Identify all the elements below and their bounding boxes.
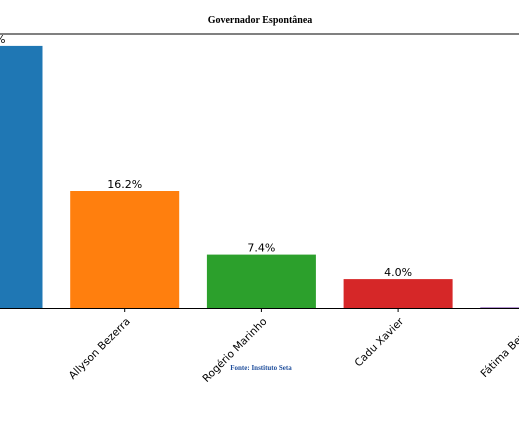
bar-value-label-0: 36.3% (0, 33, 5, 46)
bar-2 (206, 254, 316, 308)
bars-group (0, 45, 519, 309)
bar-0 (0, 45, 43, 309)
x-tick-label-3: Cadu Xavier (353, 315, 407, 369)
chart-title: Governador Espontânea (208, 15, 313, 26)
x-tick-label-1: Allyson Bezerra (67, 316, 133, 382)
bar-value-label-3: 4.0% (384, 266, 412, 279)
source-note: Fonte: Instituto Seta (230, 364, 292, 372)
bar-value-label-2: 7.4% (247, 242, 275, 255)
bar-4 (480, 307, 519, 308)
x-tick-label-4: Fátima Bezerra (479, 316, 519, 380)
bar-value-label-1: 16.2% (107, 178, 142, 191)
x-tick-labels: Allyson Bezerra Rogério Marinho Cadu Xavie… (67, 315, 519, 385)
bar-1 (70, 191, 180, 308)
bar-3 (343, 279, 453, 308)
bar-labels-group: 36.3% 16.2% 7.4% 4.0% (0, 33, 412, 279)
x-tick-label-2: Rogério Marinho (200, 316, 269, 385)
x-tick-marks (124, 308, 399, 312)
